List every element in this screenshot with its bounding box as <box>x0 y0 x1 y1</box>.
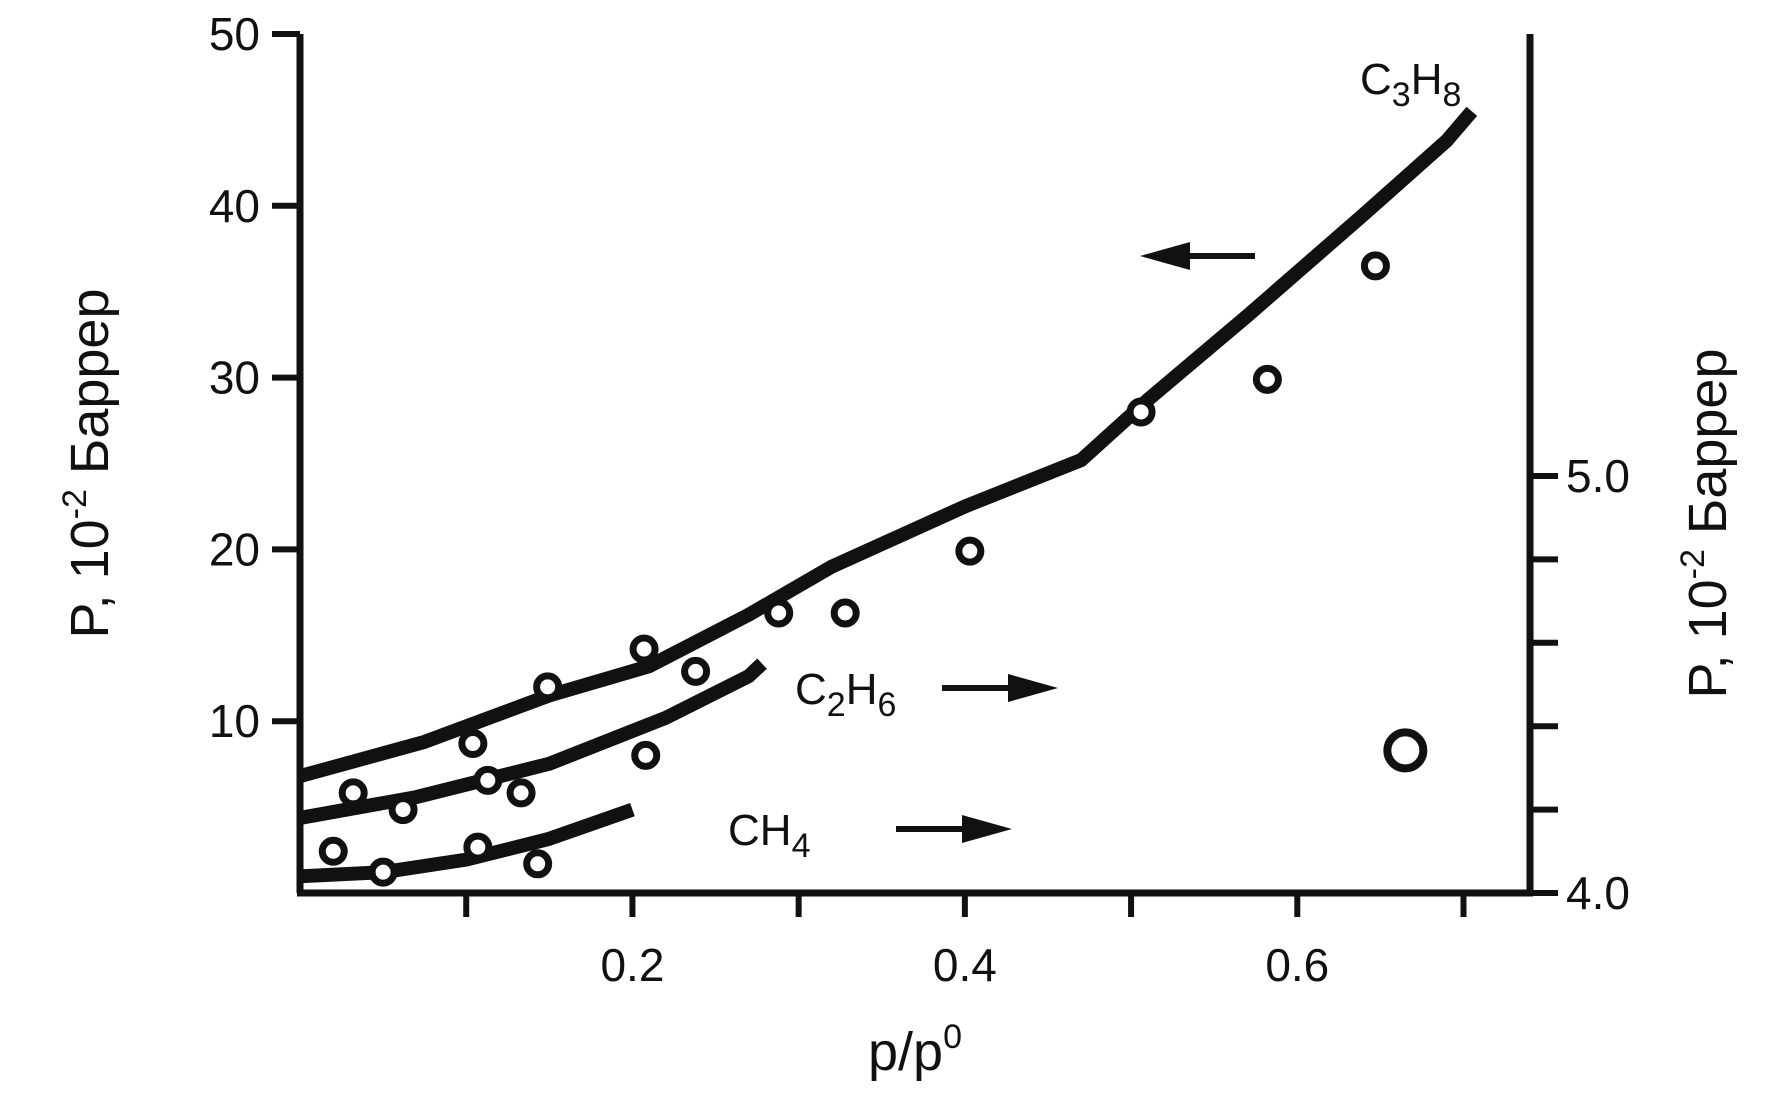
c3h8-arrow-head <box>1140 242 1190 270</box>
x-axis-title-superscript: 0 <box>943 1018 962 1056</box>
data-point-c3h8 <box>1126 397 1156 427</box>
ch4-label-main: CH <box>728 806 792 855</box>
left-y-axis-title-superscript: -2 <box>56 489 94 519</box>
left-y-axis-title-suffix: Баррер <box>60 289 120 490</box>
c3h8-arrow <box>1140 242 1255 270</box>
ch4-arrow <box>896 815 1012 843</box>
bottom-tick-label: 0.2 <box>600 939 664 991</box>
left-tick-label: 10 <box>209 695 260 747</box>
data-point-c3h8 <box>764 598 794 628</box>
c3h8-label-mid: H <box>1411 55 1443 104</box>
data-point-c3h8 <box>1360 251 1390 281</box>
ch4-label: CH4 <box>728 806 810 865</box>
ch4-label-sub1: 4 <box>792 827 811 865</box>
data-point-ch4 <box>523 849 553 879</box>
data-point-c2h6 <box>506 778 536 808</box>
data-point-c2h6 <box>338 778 368 808</box>
left-tick-label: 40 <box>209 180 260 232</box>
left-tick-label: 50 <box>209 8 260 60</box>
right-tick-label: 4.0 <box>1566 867 1630 919</box>
right-tick-label: 5.0 <box>1566 450 1630 502</box>
c2h6-label-sub2: 6 <box>877 686 896 724</box>
c2h6-arrow <box>942 674 1058 702</box>
data-point-c3h8 <box>458 729 488 759</box>
left-tick-label: 20 <box>209 523 260 575</box>
series-line-c3h8 <box>298 106 1478 783</box>
open-marker <box>1383 728 1428 773</box>
c3h8-label: C3H8 <box>1360 55 1461 114</box>
c3h8-label-sub1: 3 <box>1392 76 1411 114</box>
c2h6-label-main: C <box>795 665 827 714</box>
right-y-axis-title: P, 10-2 Баррер <box>1674 349 1738 699</box>
data-point-c3h8 <box>629 634 659 664</box>
c2h6-label-sub1: 2 <box>827 686 846 724</box>
bottom-tick-label: 0.6 <box>1265 939 1329 991</box>
data-point-ch4 <box>463 832 493 862</box>
series-line-ch4 <box>299 802 635 884</box>
data-point-ch4 <box>368 857 398 887</box>
bottom-tick-label: 0.4 <box>933 939 997 991</box>
data-point-c3h8 <box>533 672 563 702</box>
data-point-c2h6 <box>631 740 661 770</box>
c3h8-label-main: C <box>1360 55 1392 104</box>
data-point-c3h8 <box>955 536 985 566</box>
data-point-ch4 <box>318 836 348 866</box>
left-tick-label: 30 <box>209 352 260 404</box>
c2h6-label: C2H6 <box>795 665 896 724</box>
x-axis-title: p/p0 <box>868 1018 962 1082</box>
right-y-axis-title-superscript: -2 <box>1674 549 1712 579</box>
c2h6-label-mid: H <box>846 665 878 714</box>
c2h6-arrow-head <box>1008 674 1058 702</box>
data-point-c3h8 <box>681 656 711 686</box>
data-point-c2h6 <box>473 765 503 795</box>
data-point-c3h8 <box>1252 364 1282 394</box>
right-y-axis-title-suffix: Баррер <box>1678 349 1738 550</box>
data-point-c2h6 <box>388 795 418 825</box>
x-axis-title-text: p/p <box>868 1022 943 1082</box>
ch4-arrow-head <box>962 815 1012 843</box>
left-y-axis-title-text: P, 10 <box>60 519 120 638</box>
c3h8-label-sub2: 8 <box>1442 76 1461 114</box>
left-y-axis-title: P, 10-2 Баррер <box>56 289 120 639</box>
data-point-c3h8 <box>830 598 860 628</box>
right-y-axis-title-text: P, 10 <box>1678 579 1738 698</box>
